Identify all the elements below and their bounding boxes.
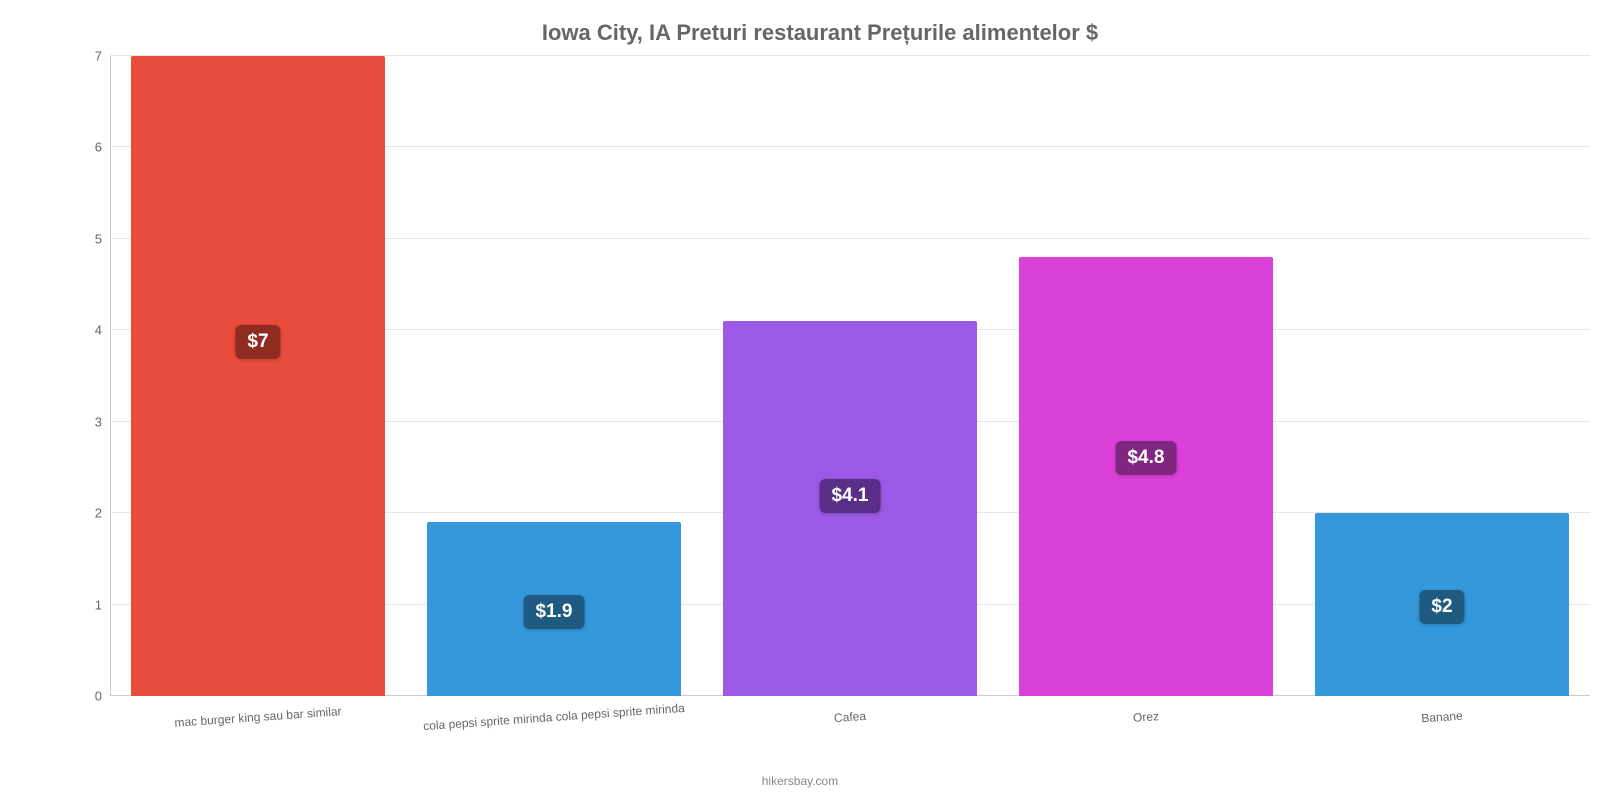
plot-area: 01234567 $7$1.9$4.1$4.8$2 mac burger kin… xyxy=(110,56,1590,696)
y-tick: 1 xyxy=(95,597,102,612)
bar-slot: $2 xyxy=(1294,56,1590,696)
x-label: cola pepsi sprite mirinda cola pepsi spr… xyxy=(406,700,702,735)
bar: $4.1 xyxy=(723,321,978,696)
y-tick: 7 xyxy=(95,49,102,64)
chart-title: Iowa City, IA Preturi restaurant Prețuri… xyxy=(80,20,1560,46)
credit-text: hikersbay.com xyxy=(762,774,838,788)
bar: $4.8 xyxy=(1019,257,1274,696)
x-label: Banane xyxy=(1294,700,1590,735)
chart-container: Iowa City, IA Preturi restaurant Prețuri… xyxy=(0,0,1600,800)
y-tick: 2 xyxy=(95,506,102,521)
bar-value-label: $2 xyxy=(1419,590,1464,624)
bar-slot: $1.9 xyxy=(406,56,702,696)
y-tick: 5 xyxy=(95,231,102,246)
y-tick: 4 xyxy=(95,323,102,338)
bar: $2 xyxy=(1315,513,1570,696)
y-tick: 0 xyxy=(95,689,102,704)
bar-value-label: $1.9 xyxy=(523,595,584,629)
bar: $7 xyxy=(131,56,386,696)
bar-slot: $4.1 xyxy=(702,56,998,696)
bar-value-label: $4.1 xyxy=(819,479,880,513)
x-label: mac burger king sau bar similar xyxy=(110,700,406,735)
y-axis: 01234567 xyxy=(70,56,110,696)
bar: $1.9 xyxy=(427,522,682,696)
x-label: Cafea xyxy=(702,700,998,735)
y-tick: 6 xyxy=(95,140,102,155)
bar-slot: $7 xyxy=(110,56,406,696)
bar-value-label: $7 xyxy=(235,325,280,359)
x-label: Orez xyxy=(998,700,1294,735)
bar-slot: $4.8 xyxy=(998,56,1294,696)
y-tick: 3 xyxy=(95,414,102,429)
bars-group: $7 $1.9 $4.1 $4.8 $2 xyxy=(110,56,1590,696)
x-labels-group: mac burger king sau bar similarcola peps… xyxy=(110,710,1590,724)
bar-value-label: $4.8 xyxy=(1115,441,1176,475)
